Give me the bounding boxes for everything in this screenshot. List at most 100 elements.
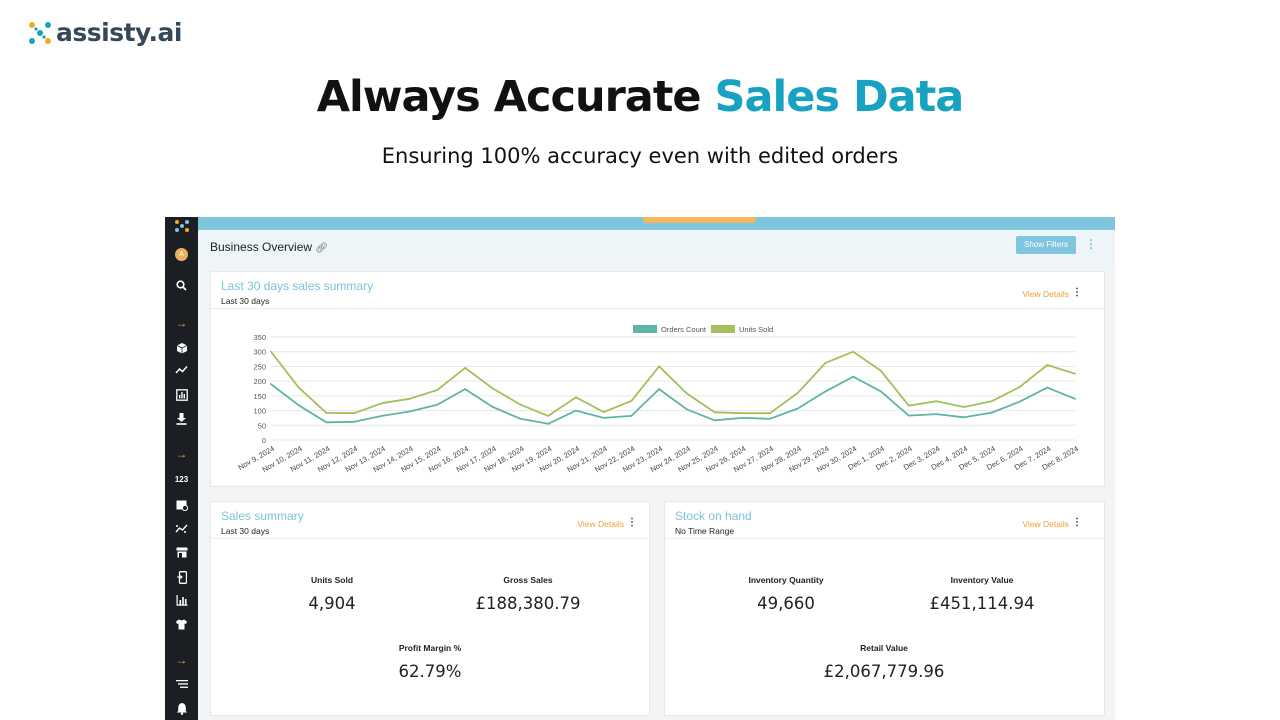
mobile-icon[interactable] [165, 571, 198, 588]
sales-summary-card: Sales summary Last 30 days View Details … [210, 501, 650, 716]
arrow-right-icon[interactable]: → [175, 447, 188, 461]
stat-value: £451,114.94 [929, 594, 1035, 613]
sales-chart-card: Last 30 days sales summary Last 30 days … [210, 271, 1105, 487]
stat-value: 62.79% [398, 662, 462, 681]
avatar[interactable]: A [175, 248, 188, 261]
data-point [990, 411, 993, 414]
data-point [1046, 386, 1049, 389]
link-icon[interactable]: 🔗︎ [315, 243, 329, 254]
data-point [297, 404, 300, 407]
data-point [963, 406, 966, 408]
data-point [630, 399, 633, 402]
data-point [852, 350, 855, 353]
data-point [1074, 372, 1076, 375]
box-icon[interactable] [165, 342, 198, 358]
stat-value: £2,067,779.96 [823, 662, 945, 681]
data-point [408, 397, 411, 400]
stat-value: 4,904 [308, 594, 356, 613]
shirt-icon[interactable] [165, 619, 198, 634]
legend-label: Units Sold [739, 325, 773, 334]
brand-name: assisty.ai [56, 18, 182, 47]
stat-profit-margin: Profit Margin % 62.79% [320, 643, 540, 681]
card-title[interactable]: Last 30 days sales summary [221, 279, 374, 293]
hero-subtitle: Ensuring 100% accuracy even with edited … [381, 144, 899, 168]
y-tick-label: 350 [253, 333, 266, 342]
data-point [824, 361, 827, 364]
stat-retail-value: Retail Value £2,067,779.96 [774, 643, 994, 681]
search-icon[interactable] [165, 280, 198, 295]
y-tick-label: 0 [262, 436, 266, 445]
data-point [880, 390, 882, 393]
data-point [685, 408, 688, 411]
data-point [436, 389, 439, 391]
store-icon[interactable] [165, 547, 198, 562]
bell-icon[interactable] [165, 702, 198, 719]
arrow-right-icon[interactable]: → [175, 316, 188, 330]
data-point [464, 388, 466, 390]
data-point [547, 414, 550, 417]
list-icon[interactable] [165, 679, 198, 693]
data-point [519, 403, 522, 406]
data-point [852, 375, 855, 378]
card-subtitle: No Time Range [675, 526, 735, 536]
data-point [270, 350, 272, 353]
card-divider [211, 538, 649, 539]
series-line [270, 375, 1076, 425]
trend-icon[interactable] [165, 365, 198, 379]
data-point [575, 409, 577, 412]
more-options-icon[interactable]: ⋮ [1085, 237, 1097, 251]
y-tick-label: 50 [258, 421, 266, 430]
top-banner [198, 217, 1115, 230]
bar-report-icon[interactable] [165, 389, 198, 405]
data-point [602, 411, 605, 413]
card-divider [211, 308, 1104, 309]
top-notice-pill[interactable] [643, 217, 756, 223]
sidebar: A → → 123 [165, 217, 198, 720]
app-logo-icon[interactable] [165, 219, 198, 237]
data-point [796, 407, 799, 410]
data-point [602, 417, 605, 419]
stat-label: Profit Margin % [398, 643, 462, 653]
brand-logo[interactable]: assisty.ai [28, 18, 182, 47]
data-point [935, 400, 938, 403]
data-point [935, 413, 938, 416]
card-title[interactable]: Sales summary [221, 509, 304, 523]
data-point [270, 383, 272, 385]
data-point [575, 396, 577, 399]
card-menu-icon[interactable]: ⋮ [627, 517, 637, 528]
view-details-link[interactable]: View Details [1022, 519, 1069, 529]
data-point [907, 404, 910, 407]
page-header: Business Overview 🔗︎ Show Filters ⋮ [198, 230, 1115, 267]
view-details-link[interactable]: View Details [1022, 289, 1069, 299]
data-point [464, 367, 466, 369]
y-tick-label: 200 [253, 377, 266, 386]
card-menu-icon[interactable]: ⋮ [1072, 517, 1082, 528]
data-point [1018, 400, 1021, 403]
data-point [297, 386, 300, 389]
numbers-icon[interactable]: 123 [174, 475, 189, 484]
data-point [741, 417, 744, 419]
data-point [353, 420, 356, 423]
hero-title-main: Always Accurate [316, 72, 702, 122]
card-menu-icon[interactable]: ⋮ [1072, 287, 1082, 298]
data-point [741, 412, 744, 415]
show-filters-button[interactable]: Show Filters [1016, 236, 1076, 254]
data-point [325, 412, 328, 414]
view-details-link[interactable]: View Details [577, 519, 624, 529]
y-tick-label: 250 [253, 362, 266, 371]
data-point [1046, 364, 1049, 366]
data-point [380, 414, 383, 417]
arrow-right-icon[interactable]: → [175, 653, 188, 667]
data-point [380, 402, 383, 405]
calendar-icon[interactable] [165, 499, 198, 515]
data-point [519, 417, 522, 420]
download-icon[interactable] [165, 413, 198, 429]
scatter-trend-icon[interactable] [165, 523, 198, 538]
stat-inventory-value: Inventory Value £451,114.94 [872, 575, 1092, 613]
data-point [769, 417, 771, 420]
card-title[interactable]: Stock on hand [675, 509, 752, 523]
page-title: Business Overview 🔗︎ [210, 240, 329, 254]
data-point [630, 414, 633, 417]
bar-chart-icon[interactable] [165, 595, 198, 610]
